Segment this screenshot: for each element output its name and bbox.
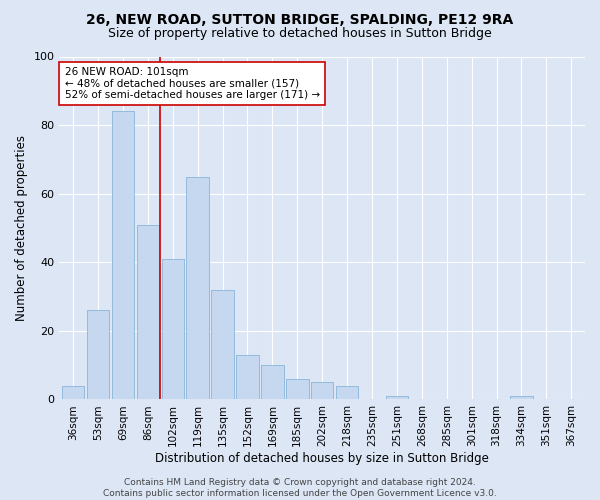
Bar (87, 310, 109, 400)
Bar (211, 290, 234, 400)
Bar (62, 386, 85, 400)
Bar (261, 365, 284, 400)
Bar (336, 386, 358, 400)
Text: 26, NEW ROAD, SUTTON BRIDGE, SPALDING, PE12 9RA: 26, NEW ROAD, SUTTON BRIDGE, SPALDING, P… (86, 12, 514, 26)
Text: Contains HM Land Registry data © Crown copyright and database right 2024.
Contai: Contains HM Land Registry data © Crown c… (103, 478, 497, 498)
Text: Size of property relative to detached houses in Sutton Bridge: Size of property relative to detached ho… (108, 28, 492, 40)
Y-axis label: Number of detached properties: Number of detached properties (15, 135, 28, 321)
Bar (311, 382, 334, 400)
Bar (286, 379, 308, 400)
Bar (510, 396, 533, 400)
Bar (112, 112, 134, 400)
X-axis label: Distribution of detached houses by size in Sutton Bridge: Distribution of detached houses by size … (155, 452, 489, 465)
Text: 26 NEW ROAD: 101sqm
← 48% of detached houses are smaller (157)
52% of semi-detac: 26 NEW ROAD: 101sqm ← 48% of detached ho… (65, 67, 320, 100)
Bar (236, 355, 259, 400)
Bar (161, 259, 184, 400)
Bar (187, 176, 209, 400)
Bar (137, 224, 159, 400)
Bar (386, 396, 408, 400)
